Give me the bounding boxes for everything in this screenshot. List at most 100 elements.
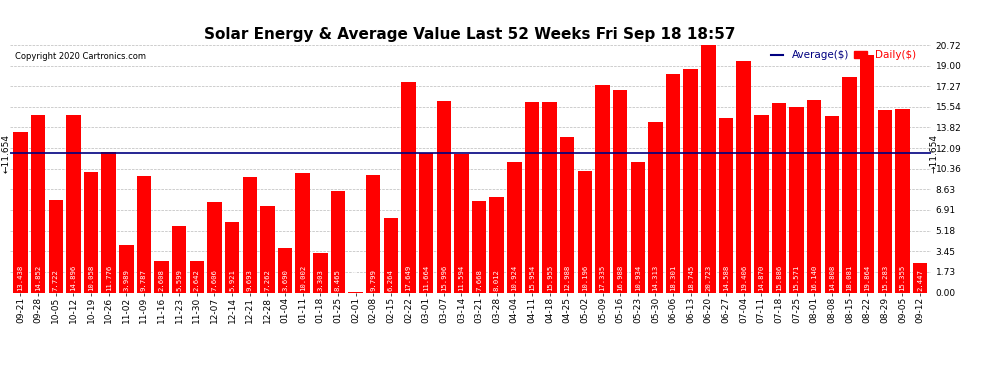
Text: 11.776: 11.776 [106,264,112,291]
Text: 5.599: 5.599 [176,269,182,291]
Bar [313,253,328,292]
Text: 11.594: 11.594 [458,264,464,291]
Text: 10.196: 10.196 [582,264,588,291]
Bar [807,100,822,292]
Text: 11.664: 11.664 [423,264,429,291]
Text: 14.808: 14.808 [829,264,835,291]
Bar [472,201,486,292]
Text: 2.642: 2.642 [194,269,200,291]
Text: 3.303: 3.303 [318,269,324,291]
Text: 18.745: 18.745 [688,264,694,291]
Bar [49,200,63,292]
Text: 16.988: 16.988 [617,264,623,291]
Text: 17.649: 17.649 [406,264,412,291]
Bar [101,152,116,292]
Bar [119,245,134,292]
Text: 10.002: 10.002 [300,264,306,291]
Bar [419,153,434,292]
Legend: Average($), Daily($): Average($), Daily($) [771,50,916,60]
Bar [207,202,222,292]
Text: 9.693: 9.693 [247,269,252,291]
Text: 14.313: 14.313 [652,264,658,291]
Bar [860,55,874,292]
Text: 14.870: 14.870 [758,264,764,291]
Bar [190,261,204,292]
Bar [437,101,451,292]
Text: 0.008: 0.008 [352,269,358,291]
Bar [137,176,151,292]
Bar [913,263,928,292]
Bar [842,76,856,292]
Text: 15.355: 15.355 [899,264,906,291]
Text: 2.608: 2.608 [158,269,164,291]
Text: 3.989: 3.989 [124,269,130,291]
Text: →11.654: →11.654 [930,134,939,173]
Text: 15.955: 15.955 [546,264,552,291]
Text: 18.301: 18.301 [670,264,676,291]
Bar [631,162,645,292]
Text: 13.438: 13.438 [18,264,24,291]
Text: 16.140: 16.140 [811,264,817,291]
Bar [154,261,169,292]
Bar [13,132,28,292]
Bar [577,171,592,292]
Bar [366,176,380,292]
Text: 20.723: 20.723 [705,264,712,291]
Bar [331,191,346,292]
Bar [825,116,840,292]
Text: 15.954: 15.954 [529,264,535,291]
Bar [225,222,240,292]
Bar [172,226,186,292]
Text: 15.283: 15.283 [882,264,888,291]
Bar [595,86,610,292]
Bar [895,109,910,292]
Text: 7.262: 7.262 [264,269,270,291]
Text: 6.264: 6.264 [388,269,394,291]
Text: 10.058: 10.058 [88,264,94,291]
Bar [525,102,540,292]
Bar [789,106,804,292]
Text: 3.690: 3.690 [282,269,288,291]
Bar [260,206,274,292]
Bar [384,217,398,292]
Title: Solar Energy & Average Value Last 52 Weeks Fri Sep 18 18:57: Solar Energy & Average Value Last 52 Wee… [205,27,736,42]
Text: Copyright 2020 Cartronics.com: Copyright 2020 Cartronics.com [15,53,146,62]
Bar [278,248,292,292]
Text: ←11.654: ←11.654 [2,134,11,173]
Text: 2.447: 2.447 [917,269,923,291]
Text: 19.864: 19.864 [864,264,870,291]
Text: 14.852: 14.852 [35,264,42,291]
Bar [683,69,698,292]
Text: 15.571: 15.571 [794,264,800,291]
Bar [507,162,522,292]
Bar [489,197,504,292]
Bar [401,82,416,292]
Bar [613,90,628,292]
Text: 17.335: 17.335 [600,264,606,291]
Text: 8.012: 8.012 [494,269,500,291]
Text: 9.799: 9.799 [370,269,376,291]
Text: 10.924: 10.924 [512,264,518,291]
Text: 9.787: 9.787 [141,269,147,291]
Text: 15.996: 15.996 [441,264,446,291]
Text: 10.934: 10.934 [635,264,641,291]
Bar [454,154,468,292]
Bar [295,173,310,292]
Text: 5.921: 5.921 [229,269,236,291]
Bar [877,110,892,292]
Bar [737,61,750,292]
Text: 18.081: 18.081 [846,264,852,291]
Bar [243,177,257,292]
Text: 15.886: 15.886 [776,264,782,291]
Text: 14.588: 14.588 [723,264,729,291]
Bar [84,172,98,292]
Bar [666,74,680,292]
Text: 14.896: 14.896 [70,264,76,291]
Bar [754,115,768,292]
Bar [648,122,662,292]
Text: 7.722: 7.722 [52,269,58,291]
Bar [31,115,46,292]
Bar [560,137,574,292]
Text: 19.406: 19.406 [741,264,746,291]
Text: 8.465: 8.465 [335,269,341,291]
